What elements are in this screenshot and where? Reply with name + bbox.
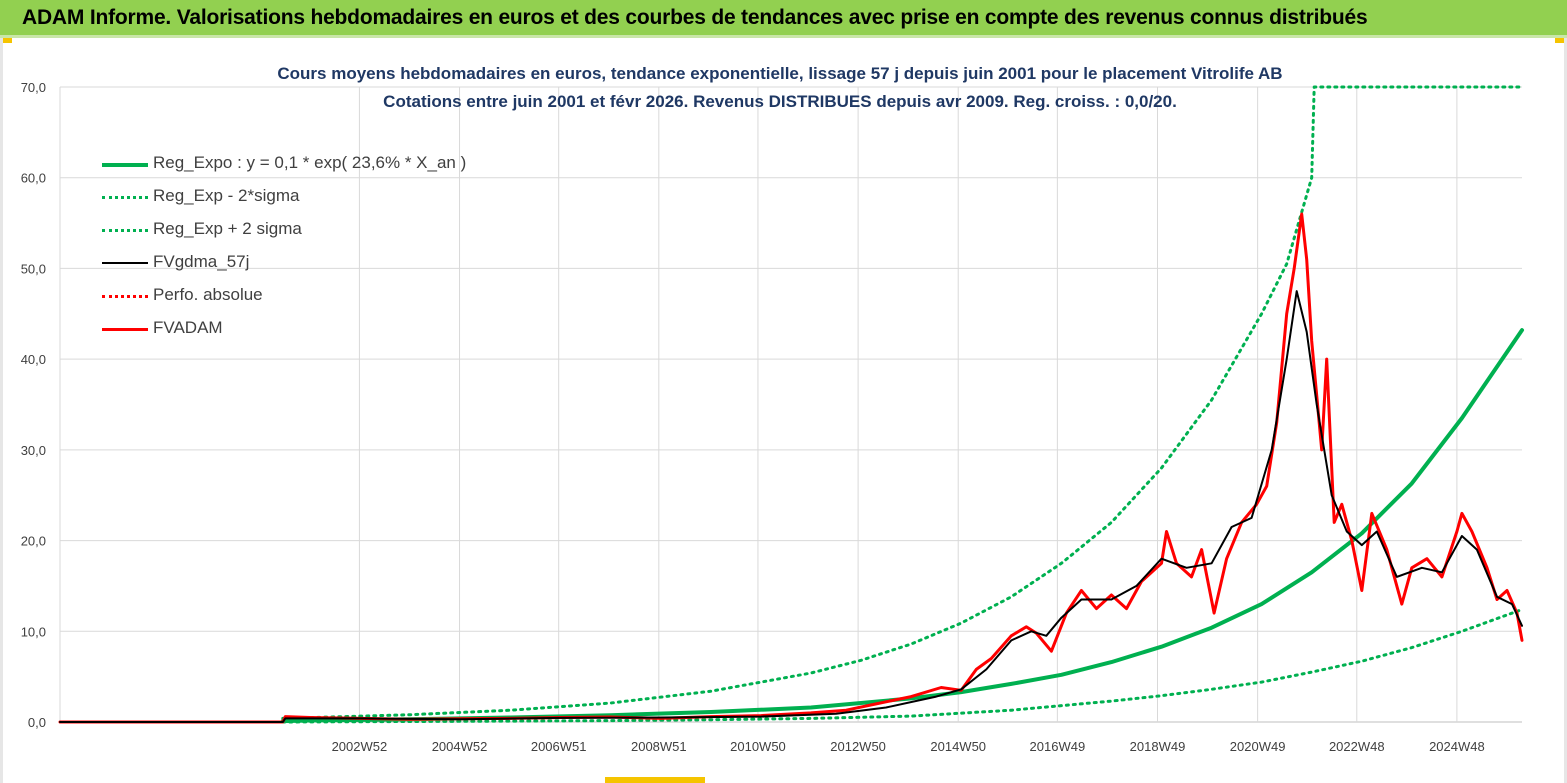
x-tick-label: 2002W52 [332,739,388,754]
legend-swatch [102,163,148,167]
x-tick-label: 2008W51 [631,739,687,754]
corner-mark-left [0,38,12,43]
series-line [59,290,1523,723]
legend-swatch [102,229,148,232]
banner-title: ADAM Informe. Valorisations hebdomadaire… [22,6,1368,29]
y-tick-label: 30,0 [21,443,46,458]
legend-label: Reg_Expo : y = 0,1 * exp( 23,6% * X_an ) [153,153,467,172]
legend-entry: FVgdma_57j [100,251,520,275]
chart-frame [0,38,1567,783]
y-tick-label: 20,0 [21,534,46,549]
legend-label: FVADAM [153,318,223,337]
x-tick-label: 2024W48 [1429,739,1485,754]
x-tick-label: 2010W50 [730,739,786,754]
bottom-marker [605,777,705,783]
legend-label: FVgdma_57j [153,252,250,271]
x-tick-label: 2020W49 [1230,739,1286,754]
chart-subtitle: Cotations entre juin 2001 et févr 2026. … [383,92,1177,111]
legend-swatch [102,328,148,331]
legend-label: Reg_Exp + 2 sigma [153,219,302,238]
corner-mark-right [1555,38,1567,43]
legend-entry: Reg_Exp - 2*sigma [100,185,520,209]
series-line [281,85,1524,720]
y-tick-label: 50,0 [21,261,46,276]
legend-swatch [102,196,148,199]
series-line [281,608,1524,724]
y-tick-label: 10,0 [21,624,46,639]
y-tick-label: 60,0 [21,171,46,186]
legend-entry: Perfo. absolue [100,284,520,308]
y-tick-label: 70,0 [21,80,46,95]
title-banner: ADAM Informe. Valorisations hebdomadaire… [0,0,1567,38]
x-tick-label: 2012W50 [830,739,886,754]
legend-swatch [102,262,148,264]
x-tick-label: 2006W51 [531,739,587,754]
y-tick-label: 0,0 [28,715,46,730]
chart-title: Cours moyens hebdomadaires en euros, ten… [277,64,1283,83]
legend-label: Perfo. absolue [153,285,263,304]
y-tick-label: 40,0 [21,352,46,367]
legend-label: Reg_Exp - 2*sigma [153,186,300,205]
series-line [280,328,1524,724]
x-tick-label: 2018W49 [1130,739,1186,754]
x-tick-label: 2004W52 [432,739,488,754]
legend-swatch [102,295,148,298]
legend-entry: FVADAM [100,317,520,341]
legend-entry: Reg_Expo : y = 0,1 * exp( 23,6% * X_an ) [100,152,520,176]
x-tick-label: 2014W50 [930,739,986,754]
x-tick-label: 2022W48 [1329,739,1385,754]
legend-entry: Reg_Exp + 2 sigma [100,218,520,242]
x-tick-label: 2016W49 [1030,739,1086,754]
